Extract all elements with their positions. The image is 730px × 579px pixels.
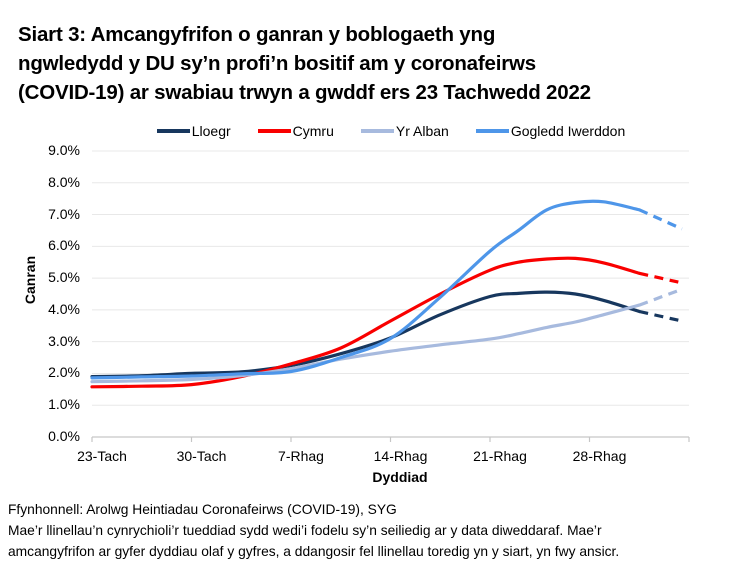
legend-swatch-icon xyxy=(156,129,190,133)
legend-swatch-icon xyxy=(257,129,291,133)
series-line-solid-Lloegr xyxy=(90,290,641,379)
y-tick-label: 1.0% xyxy=(48,396,80,413)
series-line-solid-Cymru xyxy=(90,256,641,389)
series-line-dashed-Gogledd Iwerddon xyxy=(638,208,683,231)
legend-swatch-icon xyxy=(475,129,509,133)
x-tick-label: 7-Rhag xyxy=(278,448,324,464)
x-axis-title: Dyddiad xyxy=(372,469,428,485)
y-tick-label: 6.0% xyxy=(48,237,80,254)
x-tick-label: 21-Rhag xyxy=(473,448,527,464)
legend-label: Yr Alban xyxy=(395,123,449,139)
y-tick-label: 5.0% xyxy=(48,269,80,286)
x-tick-label: 14-Rhag xyxy=(373,448,428,464)
series-line-dashed-Lloegr xyxy=(638,309,683,323)
x-tick-label: 23-Tach xyxy=(77,448,127,464)
legend-item-Cymru: Cymru xyxy=(257,123,334,139)
series-line-solid-Yr Alban xyxy=(90,303,641,384)
method-note-line-2: amcangyfrifon ar gyfer dyddiau olaf y gy… xyxy=(8,544,620,559)
chart-title-line-1: Siart 3: Amcangyfrifon o ganran y boblog… xyxy=(18,23,496,46)
y-tick-label: 0.0% xyxy=(48,428,80,444)
chart-title: Siart 3: Amcangyfrifon o ganran y boblog… xyxy=(18,20,724,107)
chart-title-line-2: ngwledydd y DU sy’n profi’n bositif am y… xyxy=(18,52,536,75)
source-note: Ffynhonnell: Arolwg Heintiadau Coronafei… xyxy=(8,502,397,517)
legend-label: Cymru xyxy=(292,123,334,139)
legend-item-Gogledd Iwerddon: Gogledd Iwerddon xyxy=(475,123,626,139)
x-tick-label: 30-Tach xyxy=(176,448,227,464)
y-tick-label: 8.0% xyxy=(48,173,80,190)
footer: Ffynhonnell: Arolwg Heintiadau Coronafei… xyxy=(8,499,730,562)
y-tick-label: 7.0% xyxy=(48,205,80,222)
x-tick-label: 28-Rhag xyxy=(572,448,627,464)
y-tick-label: 2.0% xyxy=(48,364,80,381)
legend: Lloegr Cymru Yr Alban Gogledd Iwerddon xyxy=(92,123,690,139)
method-note-line-1: Mae’r llinellau’n cynrychioli’r tueddiad… xyxy=(8,523,602,538)
y-tick-label: 3.0% xyxy=(48,332,80,349)
y-tick-label: 4.0% xyxy=(48,300,80,317)
legend-label: Lloegr xyxy=(191,123,231,139)
series-line-dashed-Cymru xyxy=(638,271,683,285)
chart-title-line-3: (COVID-19) ar swabiau trwyn a gwddf ers … xyxy=(18,81,591,104)
legend-item-Yr Alban: Yr Alban xyxy=(360,123,449,139)
legend-swatch-icon xyxy=(360,129,394,133)
series-line-solid-Gogledd Iwerddon xyxy=(90,199,641,380)
y-tick-label: 9.0% xyxy=(48,142,80,158)
legend-item-Lloegr: Lloegr xyxy=(156,123,231,139)
series-line-dashed-Yr Alban xyxy=(638,287,683,307)
legend-label: Gogledd Iwerddon xyxy=(510,123,626,139)
